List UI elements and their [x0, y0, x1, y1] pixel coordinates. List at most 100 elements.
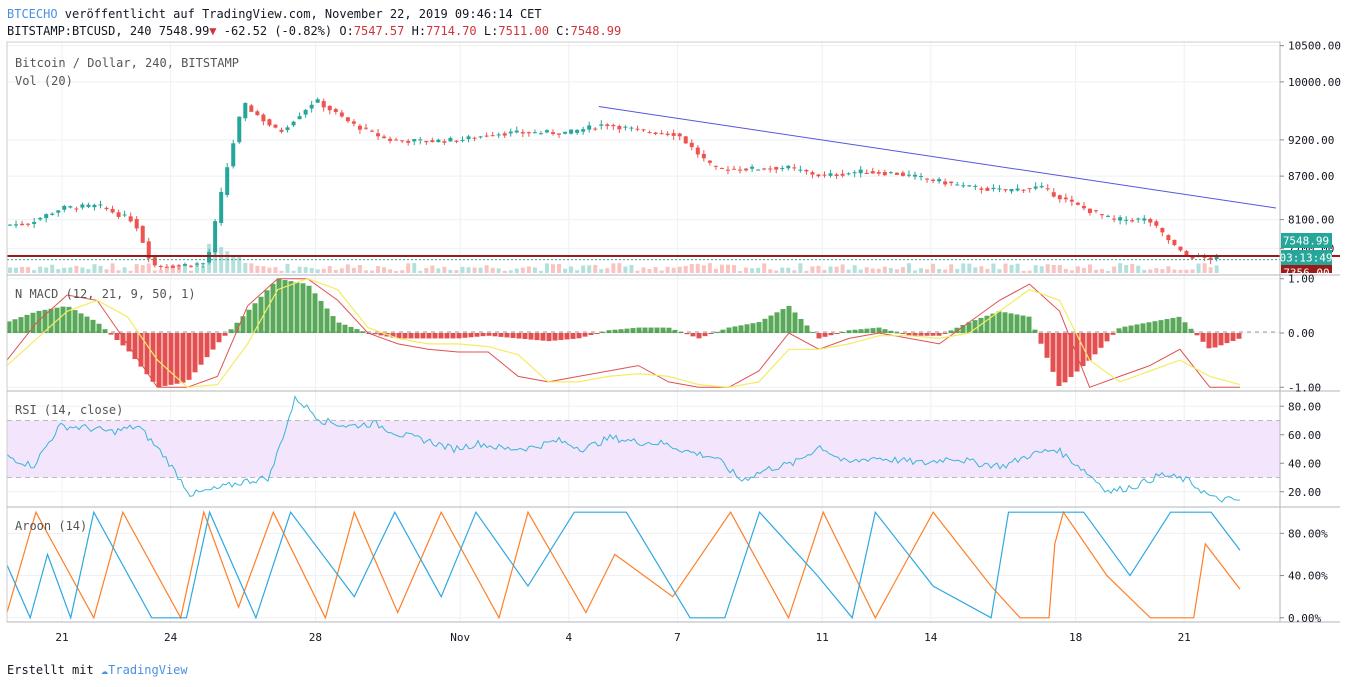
- y-tick-label: 0.00%: [1288, 612, 1321, 625]
- aroon-pane[interactable]: Aroon (14): [6, 510, 1241, 620]
- volume-bar: [551, 264, 555, 273]
- macd-hist-bar: [786, 305, 792, 333]
- y-tick-label: 60.00: [1288, 429, 1321, 442]
- volume-bar: [158, 269, 163, 273]
- y-tick-label: 40.00: [1288, 457, 1321, 470]
- candle-body: [798, 169, 803, 171]
- candle-body: [436, 139, 441, 143]
- volume-bar: [1178, 269, 1183, 273]
- price-scale[interactable]: 10500.0010000.009200.008700.008100.00770…: [1280, 40, 1341, 625]
- macd-hist-bar: [144, 333, 150, 375]
- volume-bar: [466, 267, 471, 273]
- macd-hist-bar: [72, 310, 78, 333]
- macd-hist-bar: [204, 333, 210, 358]
- macd-slow-line: [6, 278, 1241, 388]
- volume-bar: [339, 268, 344, 273]
- candle-body: [400, 140, 405, 142]
- volume-bar: [925, 269, 930, 273]
- candle-body: [985, 187, 990, 191]
- macd-hist-bar: [1098, 333, 1104, 348]
- macd-hist-bar: [246, 309, 252, 333]
- macd-hist-bar: [18, 317, 24, 333]
- volume-bar: [732, 265, 736, 273]
- volume-bar: [333, 269, 338, 273]
- macd-hist-bar: [120, 333, 126, 346]
- volume-bar: [225, 251, 230, 273]
- volume-bar: [32, 270, 37, 273]
- tradingview-link[interactable]: TradingView: [108, 663, 188, 677]
- volume-bar: [363, 270, 368, 273]
- volume-bar: [1094, 269, 1098, 273]
- macd-hist-bar: [840, 331, 846, 333]
- candle-body: [744, 168, 749, 171]
- candle-body: [388, 138, 393, 141]
- macd-hist-bar: [1038, 333, 1044, 344]
- volume-bar: [719, 264, 724, 273]
- candle-body: [490, 135, 495, 137]
- candle-body: [858, 169, 863, 174]
- candle-body: [1081, 205, 1086, 209]
- candle-body: [460, 139, 465, 141]
- macd-pane[interactable]: N MACD (12, 21, 9, 50, 1): [6, 278, 1281, 388]
- macd-hist-bar: [576, 333, 582, 339]
- rsi-pane[interactable]: RSI (14, close): [6, 395, 1280, 503]
- volume-bar: [544, 263, 549, 273]
- macd-hist-bar: [630, 328, 636, 333]
- y-tick-label: 80.00: [1288, 400, 1321, 413]
- macd-hist-bar: [768, 315, 774, 333]
- candle-body: [466, 136, 471, 140]
- trendline[interactable]: [598, 106, 1277, 209]
- candle-body: [689, 142, 694, 148]
- candle-body: [297, 116, 302, 120]
- publish-text: veröffentlicht auf TradingView.com, Nove…: [57, 7, 542, 21]
- candle-body: [68, 206, 73, 208]
- macd-hist-bar: [270, 283, 276, 333]
- candle-body: [1166, 235, 1171, 241]
- volume-bar: [967, 263, 972, 273]
- volume-bar: [834, 266, 839, 273]
- volume-bar: [484, 265, 489, 273]
- volume-bar: [1190, 269, 1195, 273]
- publish-info: BTCECHO veröffentlicht auf TradingView.c…: [7, 7, 542, 21]
- macd-hist-bar: [798, 318, 804, 333]
- macd-hist-bar: [810, 331, 816, 333]
- volume-bar: [985, 268, 990, 273]
- y-tick-label: 10500.00: [1288, 40, 1341, 53]
- volume-bar: [74, 265, 79, 273]
- candle-body: [472, 137, 477, 139]
- volume-bar: [1063, 268, 1068, 273]
- y-tick-label: 40.00%: [1288, 570, 1328, 583]
- macd-hist-bar: [42, 309, 48, 333]
- volume-bar: [810, 266, 815, 273]
- volume-bar: [388, 269, 393, 273]
- candle-body: [418, 139, 423, 141]
- macd-hist-bar: [876, 327, 882, 333]
- macd-hist-bar: [966, 322, 972, 333]
- macd-hist-bar: [1044, 333, 1050, 358]
- macd-hist-bar: [516, 333, 522, 339]
- aroon-up-line: [6, 510, 1241, 620]
- tradingview-logo-icon[interactable]: ☁: [100, 663, 109, 677]
- y-tick-label: 1.00: [1288, 273, 1315, 286]
- volume-bar: [653, 267, 658, 273]
- volume-bar: [526, 266, 531, 273]
- publisher-name[interactable]: BTCECHO: [7, 7, 58, 21]
- macd-hist-bar: [588, 333, 594, 336]
- macd-hist-bar: [198, 333, 204, 365]
- macd-hist-bar: [918, 333, 924, 336]
- candle-body: [92, 204, 97, 208]
- volume-bar: [623, 266, 628, 273]
- volume-bar: [412, 263, 417, 273]
- candle-body: [925, 178, 930, 180]
- macd-hist-bar: [624, 328, 630, 333]
- price-pane[interactable]: Bitcoin / Dollar, 240, BITSTAMP Vol (20): [7, 56, 1340, 273]
- time-scale[interactable]: 21 24 28 Nov 4 7 11 14 18 21: [55, 631, 1190, 644]
- macd-hist-bar: [600, 331, 606, 333]
- volume-bar: [750, 268, 755, 273]
- price-pane-title: Bitcoin / Dollar, 240, BITSTAMP: [15, 56, 239, 70]
- candle-body: [792, 167, 797, 169]
- candle-body: [1039, 186, 1044, 188]
- macd-hist-bar: [294, 282, 300, 333]
- macd-hist-bar: [102, 329, 108, 333]
